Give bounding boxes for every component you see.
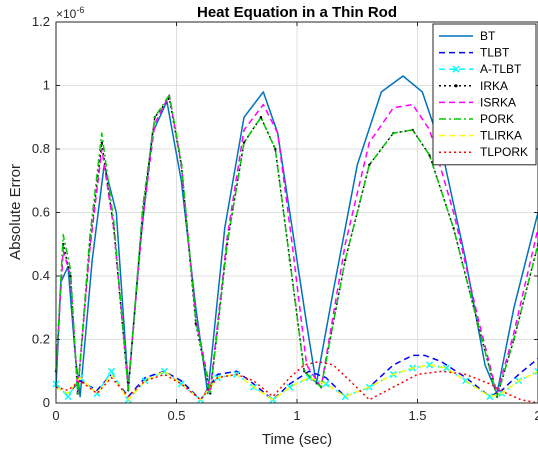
legend-box (432, 23, 537, 166)
y-tick-label: 0.6 (32, 205, 50, 220)
series-point (305, 374, 313, 382)
ticks: 0 0.5 1 1.5 2 0 0.2 0.4 0.6 0.8 1 1.2 (32, 14, 538, 423)
series-point (64, 393, 72, 401)
y-tick-label: 0.8 (32, 141, 50, 156)
series-point (100, 141, 103, 144)
series-line (55, 360, 538, 404)
legend-label: TLIRKA (480, 129, 522, 143)
legend-label: A-TLBT (480, 62, 522, 76)
y-tick-label: 0 (43, 395, 50, 410)
x-tick-label: 0 (52, 408, 59, 423)
series-isrka (55, 94, 538, 395)
y-tick-label: 1.2 (32, 14, 50, 29)
series-tlpork (55, 360, 538, 404)
series-tlbt (55, 354, 538, 401)
x-tick-label: 1.5 (408, 408, 426, 423)
series-point (69, 274, 72, 278)
y-axis-label: Absolute Error (7, 164, 24, 260)
series-line (55, 364, 538, 401)
legend: BT TLBT A-TLBT IRKA ISRKA PORK TLIRKA TLPORK (432, 23, 537, 166)
series-point (274, 147, 277, 151)
x-axis-label: Time (sec) (262, 431, 332, 448)
y-exponent-label: ×10-6 (56, 5, 84, 21)
y-tick-label: 0.4 (32, 268, 50, 283)
series-point (259, 116, 263, 119)
y-exponent-power: -6 (76, 5, 84, 15)
legend-label: TLBT (480, 46, 510, 60)
legend-label: TLPORK (480, 145, 528, 159)
series-point (486, 393, 494, 401)
chart-title: Heat Equation in a Thin Rod (197, 4, 397, 21)
y-tick-label: 1 (43, 78, 50, 93)
series-tlirka (55, 364, 538, 401)
legend-marker (454, 84, 458, 88)
series-line (55, 94, 538, 395)
series-line (55, 364, 538, 401)
series-point (442, 364, 450, 372)
series-point (534, 367, 538, 375)
legend-marker (452, 65, 460, 73)
series-line (55, 94, 538, 398)
legend-label: ISRKA (480, 95, 516, 109)
series-pork (55, 94, 538, 398)
x-tick-label: 2 (534, 408, 538, 423)
y-tick-label: 0.2 (32, 332, 50, 347)
legend-label: BT (480, 29, 496, 43)
x-tick-label: 1 (293, 408, 300, 423)
series-point (341, 393, 349, 401)
legend-label: IRKA (480, 79, 508, 93)
series-point (322, 380, 330, 388)
y-exponent-base: ×10 (56, 7, 77, 21)
x-tick-label: 0.5 (167, 408, 185, 423)
series-line (55, 354, 538, 401)
legend-label: PORK (480, 112, 514, 126)
series-point (107, 367, 115, 375)
